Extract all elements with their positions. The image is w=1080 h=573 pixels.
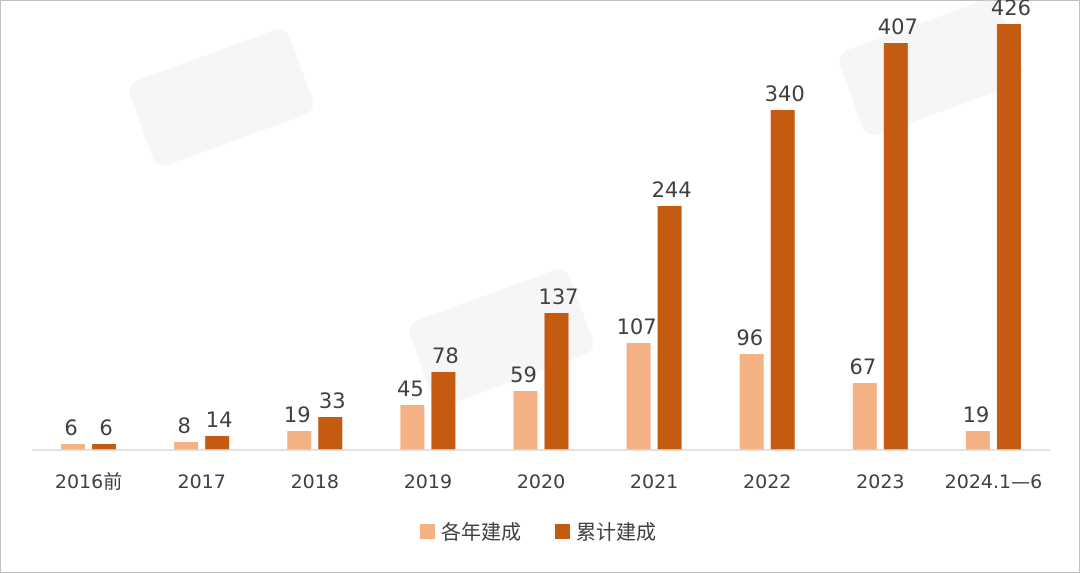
legend-swatch-1 — [555, 524, 570, 539]
x-tick-label-6: 2022 — [743, 471, 791, 493]
bar-cumulative-1 — [205, 436, 230, 450]
bar-cumulative-3 — [431, 372, 456, 450]
data-label-annual-1: 8 — [177, 414, 190, 438]
bar-cumulative-6 — [770, 110, 795, 450]
legend: 各年建成 累计建成 — [420, 520, 656, 544]
bar-annual-2 — [287, 431, 312, 450]
watermark-mark — [409, 269, 594, 406]
bar-cumulative-5 — [657, 206, 682, 450]
bar-cumulative-4 — [544, 313, 569, 450]
data-label-annual-2: 19 — [284, 403, 311, 427]
x-tick-label-0: 2016前 — [55, 471, 122, 493]
bar-annual-0 — [61, 444, 86, 450]
data-label-annual-8: 19 — [963, 403, 990, 427]
x-tick-label-1: 2017 — [177, 471, 225, 493]
x-tick-label-7: 2023 — [856, 471, 904, 493]
bar-cumulative-0 — [92, 444, 117, 450]
watermark-mark — [129, 29, 314, 166]
data-label-cumulative-5: 244 — [652, 178, 692, 202]
legend-label-1: 累计建成 — [576, 520, 656, 544]
bar-annual-1 — [174, 442, 199, 450]
legend-label-0: 各年建成 — [441, 520, 521, 544]
bar-annual-7 — [852, 383, 877, 450]
x-tick-label-4: 2020 — [517, 471, 565, 493]
data-label-cumulative-2: 33 — [319, 389, 346, 413]
data-label-cumulative-6: 340 — [765, 82, 805, 106]
bar-annual-6 — [739, 354, 764, 450]
data-label-annual-3: 45 — [397, 377, 424, 401]
x-tick-label-3: 2019 — [404, 471, 452, 493]
bar-cumulative-8 — [996, 24, 1021, 450]
data-label-cumulative-7: 407 — [878, 15, 918, 39]
data-label-annual-5: 107 — [617, 315, 657, 339]
bar-annual-4 — [513, 391, 538, 450]
data-label-annual-4: 59 — [510, 363, 537, 387]
bar-cumulative-7 — [883, 43, 908, 450]
bar-annual-3 — [400, 405, 425, 450]
data-label-cumulative-8: 426 — [991, 0, 1031, 20]
bar-annual-5 — [626, 343, 651, 450]
bar-cumulative-2 — [318, 417, 343, 450]
data-label-cumulative-0: 6 — [99, 416, 112, 440]
data-label-annual-7: 67 — [849, 355, 876, 379]
legend-swatch-0 — [420, 524, 435, 539]
x-tick-label-5: 2021 — [630, 471, 678, 493]
x-tick-label-8: 2024.1—6 — [945, 471, 1043, 493]
data-label-cumulative-1: 14 — [206, 408, 233, 432]
x-tick-label-2: 2018 — [291, 471, 339, 493]
data-label-annual-0: 6 — [64, 416, 77, 440]
bar-annual-8 — [965, 431, 990, 450]
data-label-cumulative-3: 78 — [432, 344, 459, 368]
data-label-cumulative-4: 137 — [538, 285, 578, 309]
data-label-annual-6: 96 — [736, 326, 763, 350]
